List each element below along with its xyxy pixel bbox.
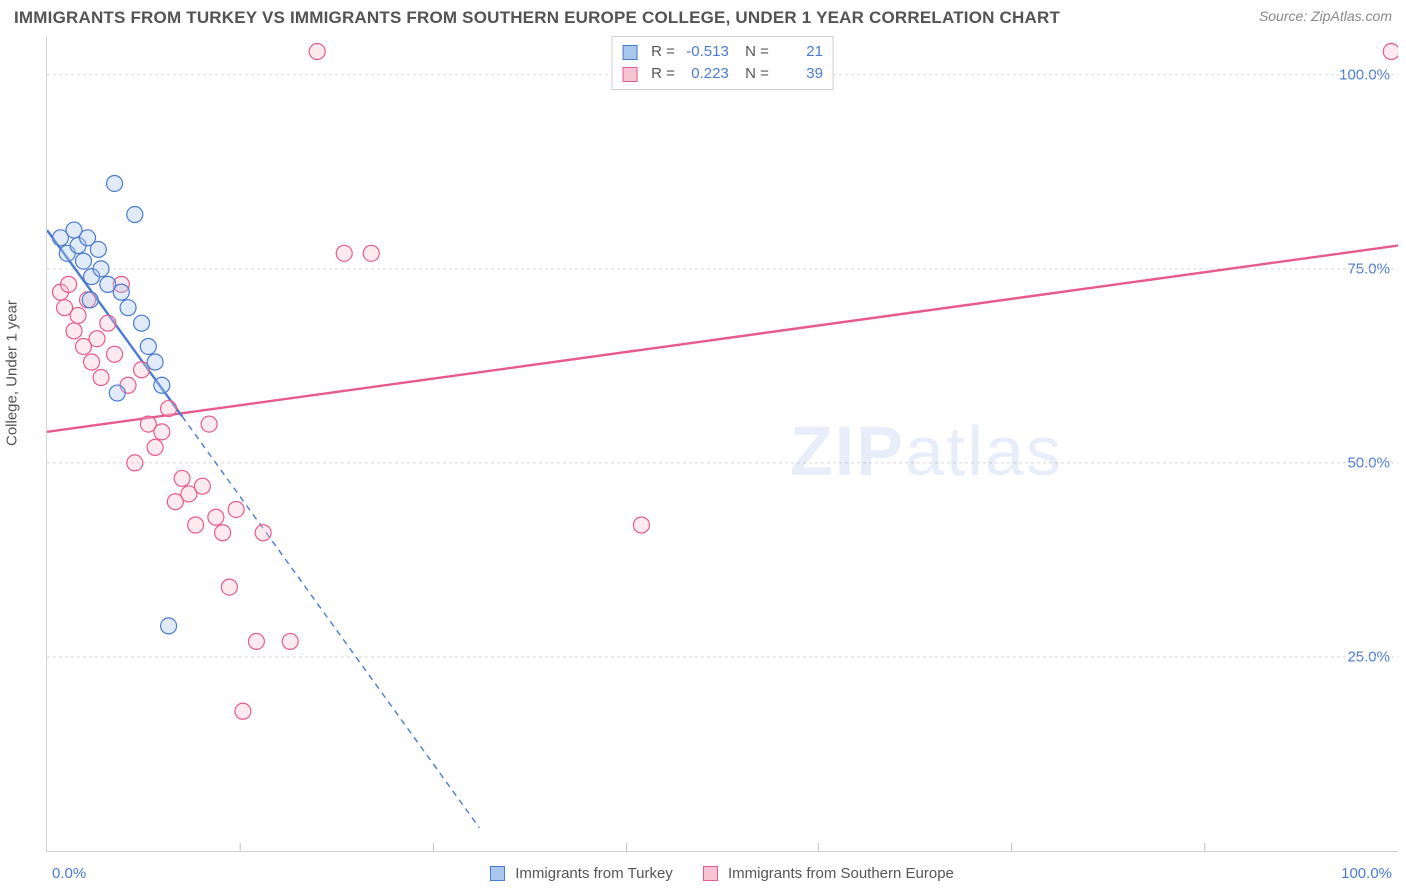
legend-swatch-a <box>622 45 637 60</box>
stats-legend-box: R = -0.513 N = 21 R = 0.223 N = 39 <box>611 36 834 90</box>
chart-title: IMMIGRANTS FROM TURKEY VS IMMIGRANTS FRO… <box>14 8 1060 28</box>
x-axis-tick-100: 100.0% <box>1341 865 1392 882</box>
legend-item-a: Immigrants from Turkey <box>490 865 673 882</box>
plot-area: R = -0.513 N = 21 R = 0.223 N = 39 ZIPat… <box>46 36 1398 852</box>
y-axis-label: College, Under 1 year <box>4 300 21 446</box>
x-axis-tick-0: 0.0% <box>52 865 86 882</box>
scatter-plot-svg <box>47 36 1398 851</box>
n-label: N = <box>737 41 769 63</box>
r-value-a: -0.513 <box>683 41 729 63</box>
n-value-a: 21 <box>777 41 823 63</box>
legend-item-b: Immigrants from Southern Europe <box>703 865 954 882</box>
n-value-b: 39 <box>777 63 823 85</box>
r-value-b: 0.223 <box>683 63 729 85</box>
n-label: N = <box>737 63 769 85</box>
r-label: R = <box>651 41 675 63</box>
legend-swatch-b-footer <box>703 866 718 881</box>
legend-swatch-a-footer <box>490 866 505 881</box>
legend-swatch-b <box>622 67 637 82</box>
r-label: R = <box>651 63 675 85</box>
source-attribution: Source: ZipAtlas.com <box>1259 8 1392 24</box>
x-axis-footer: 0.0% Immigrants from Turkey Immigrants f… <box>46 858 1398 888</box>
